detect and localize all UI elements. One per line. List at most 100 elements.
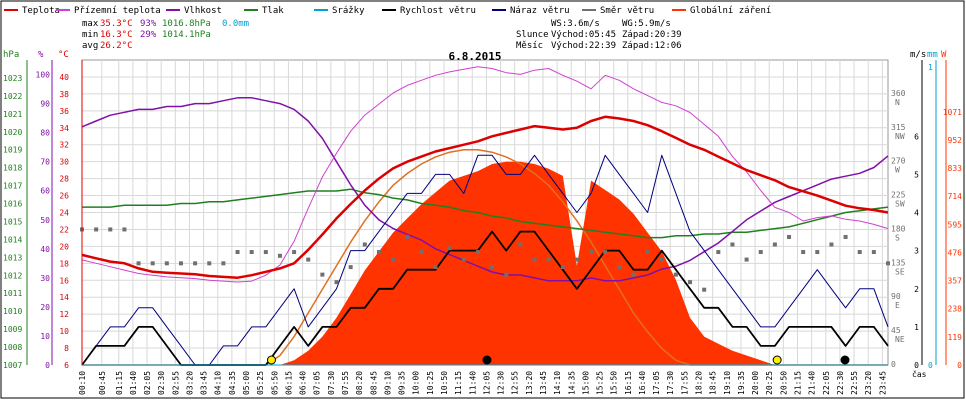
tick-ms-1: 1 xyxy=(914,323,919,332)
legend-label-5: Rychlost větru xyxy=(400,6,476,16)
tick-pct-2: 20 xyxy=(40,303,50,312)
wind-dir-point-24 xyxy=(419,250,424,255)
tick-w-2: 238 xyxy=(948,305,963,314)
tick-dir-0: 0 xyxy=(891,360,896,369)
x-tick-label-2: 01:15 xyxy=(115,371,124,395)
x-tick-label-49: 20:50 xyxy=(779,371,788,395)
chart-title: 6.8.2015 xyxy=(449,50,502,63)
wind-dir-point-30 xyxy=(504,272,509,277)
x-tick-label-51: 21:40 xyxy=(808,371,817,395)
tick-hpa-9: 1016 xyxy=(3,200,22,209)
tick-degc-17: 40 xyxy=(59,73,69,82)
wind-gust-avg: WG:5.9m/s xyxy=(622,19,671,29)
x-tick-label-0: 00:10 xyxy=(78,371,87,395)
wind-dir-point-9 xyxy=(207,261,212,266)
tick-w-5: 595 xyxy=(948,220,963,229)
x-tick-label-11: 05:00 xyxy=(242,371,251,395)
sun-moon-markers xyxy=(266,355,850,365)
x-tick-label-25: 10:50 xyxy=(440,371,449,395)
x-tick-label-30: 12:55 xyxy=(511,371,520,395)
tick-hpa-11: 1018 xyxy=(3,164,22,173)
wind-dir-point-11 xyxy=(235,250,240,255)
tick-pct-5: 50 xyxy=(40,216,50,225)
tick-dir-4: 180 xyxy=(891,224,906,233)
sun-label: Slunce xyxy=(516,30,549,40)
tick-degc-16: 38 xyxy=(59,90,69,99)
wind-dir-point-5 xyxy=(150,261,155,266)
wind-dir-point-42 xyxy=(673,272,678,277)
tick-pct-6: 60 xyxy=(40,187,50,196)
x-tick-label-19: 08:20 xyxy=(355,371,364,395)
tick-degc-0: 6 xyxy=(64,361,69,370)
wind-dir-point-17 xyxy=(320,272,325,277)
legend-label-1: Přízemní teplota xyxy=(74,6,161,16)
wind-dir-point-55 xyxy=(857,250,862,255)
tick-dir-5: 225 xyxy=(891,191,906,200)
wind-dir-point-48 xyxy=(758,250,763,255)
x-tick-label-34: 14:35 xyxy=(567,371,576,395)
x-tick-label-29: 12:30 xyxy=(497,371,506,395)
wind-dir-point-31 xyxy=(518,242,523,247)
x-tick-label-20: 08:45 xyxy=(369,371,378,395)
tick-dir-name-6: W xyxy=(895,166,900,175)
x-tick-label-3: 01:40 xyxy=(129,371,138,395)
stats-min-press: 1014.1hPa xyxy=(162,30,211,40)
tick-hpa-2: 1009 xyxy=(3,325,22,334)
wind-dir-point-52 xyxy=(815,250,820,255)
tick-ms-5: 5 xyxy=(914,170,919,179)
moonrise-marker xyxy=(840,355,850,365)
tick-ms-3: 3 xyxy=(914,247,919,256)
moon-label: Měsíc xyxy=(516,41,543,51)
legend-label-4: Srážky xyxy=(332,6,365,16)
tick-w-8: 952 xyxy=(948,136,963,145)
tick-w-1: 119 xyxy=(948,333,963,342)
legend: Teplota Přízemní teplota Vlhkost Tlak Srážky… xyxy=(4,6,771,16)
wind-dir-point-54 xyxy=(843,234,848,239)
x-tick-label-13: 05:50 xyxy=(270,371,279,395)
sunset-marker xyxy=(772,355,782,365)
axis-label-w: W xyxy=(941,50,947,60)
wind-dir-point-4 xyxy=(136,261,141,266)
wind-dir-point-25 xyxy=(433,265,438,270)
x-tick-label-6: 02:55 xyxy=(171,371,180,395)
legend-label-2: Vlhkost xyxy=(184,6,222,16)
tick-degc-5: 16 xyxy=(59,276,69,285)
tick-degc-11: 28 xyxy=(59,175,69,184)
tick-w-7: 833 xyxy=(948,164,963,173)
wind-dir-point-57 xyxy=(886,261,890,266)
tick-dir-7: 315 xyxy=(891,123,906,132)
axis-label-hpa: hPa xyxy=(3,50,19,60)
tick-pct-1: 10 xyxy=(40,332,50,341)
tick-pct-4: 40 xyxy=(40,245,50,254)
tick-w-0: 0 xyxy=(957,361,962,370)
tick-hpa-0: 1007 xyxy=(3,361,22,370)
tick-hpa-6: 1013 xyxy=(3,253,22,262)
tick-hpa-10: 1017 xyxy=(3,182,22,191)
tick-ms-2: 2 xyxy=(914,285,919,294)
moon-rise: Východ:22:39 xyxy=(551,41,616,51)
tick-dir-name-7: NW xyxy=(895,132,905,141)
tick-degc-7: 20 xyxy=(59,242,69,251)
wind-dir-point-16 xyxy=(306,257,311,262)
tick-ms-0: 0 xyxy=(914,361,919,370)
wind-dir-point-41 xyxy=(659,257,664,262)
wind-dir-point-34 xyxy=(560,265,565,270)
tick-hpa-7: 1014 xyxy=(3,235,22,244)
tick-hpa-8: 1015 xyxy=(3,217,22,226)
stats-max-hum: 93% xyxy=(140,19,157,29)
stats-max-rain: 0.0mm xyxy=(222,19,249,29)
stats-min-label: min xyxy=(82,30,98,40)
wind-dir-point-23 xyxy=(405,234,410,239)
x-tick-label-17: 07:30 xyxy=(327,371,336,395)
tick-hpa-15: 1022 xyxy=(3,92,22,101)
wind-dir-point-14 xyxy=(277,253,282,258)
axis-label-ms: m/s xyxy=(910,50,926,60)
sun-moon-panel: WS:3.6m/s WG:5.9m/s Slunce Východ:05:45 … xyxy=(516,19,682,51)
wind-dir-point-3 xyxy=(122,227,127,232)
tick-degc-10: 26 xyxy=(59,192,69,201)
sun-rise: Východ:05:45 xyxy=(551,30,616,40)
legend-label-0: Teplota xyxy=(22,6,60,16)
